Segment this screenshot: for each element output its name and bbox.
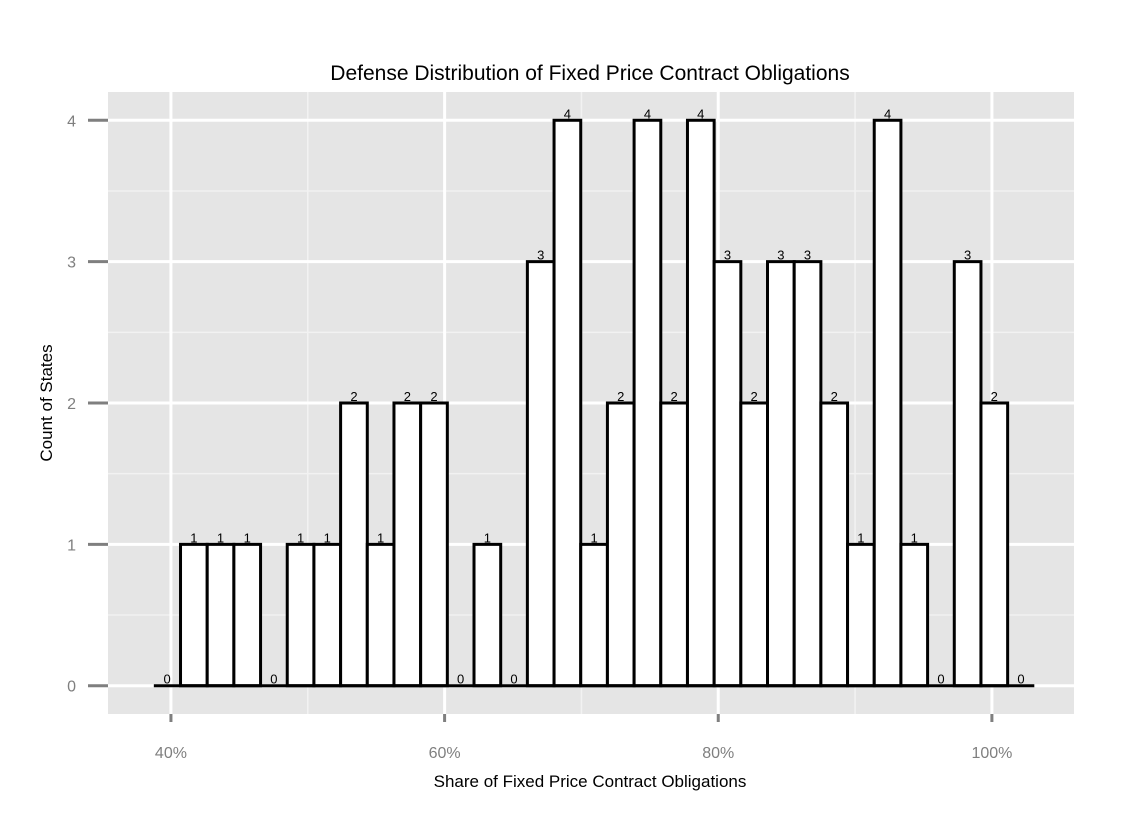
bar-count-label: 1 <box>324 530 331 545</box>
bar-count-label: 4 <box>564 106 571 121</box>
histogram-bar <box>792 260 823 688</box>
bar-count-label: 1 <box>244 530 251 545</box>
bar-count-label: 2 <box>404 389 411 404</box>
bar-count-label: 0 <box>270 672 277 687</box>
histogram-bar <box>899 542 930 688</box>
bar-count-label: 1 <box>857 530 864 545</box>
bar-count-label: 0 <box>510 672 517 687</box>
histogram-bar <box>846 542 876 688</box>
histogram-bar <box>552 118 583 688</box>
y-axis-title: Count of States <box>37 344 56 461</box>
bar-count-label: 0 <box>164 672 171 687</box>
bar-count-label: 2 <box>430 389 437 404</box>
histogram-bar <box>525 260 556 688</box>
histogram-bar <box>712 260 743 688</box>
data-labels: 0 1 1 1 0 1 1 2 1 2 2 0 1 0 3 4 1 2 4 2 4 3 2 3 3 2 1 4 1 0 3 2 0 <box>164 106 1025 686</box>
histogram-bar <box>766 260 796 688</box>
bar-count-label: 4 <box>697 106 704 121</box>
x-tick-label: 80% <box>702 745 734 762</box>
bar-count-label: 3 <box>777 248 784 263</box>
histogram-bar <box>952 260 983 688</box>
bar-count-label: 0 <box>1017 672 1024 687</box>
y-tick-label: 4 <box>67 113 76 130</box>
bar-count-label: 2 <box>751 389 758 404</box>
bars <box>153 118 1035 688</box>
histogram-bar <box>632 118 663 688</box>
bar-count-label: 0 <box>937 672 944 687</box>
bar-count-label: 2 <box>831 389 838 404</box>
bar-count-label: 4 <box>644 106 651 121</box>
histogram-bar <box>392 401 423 688</box>
bar-count-label: 1 <box>484 530 491 545</box>
histogram-bar <box>179 542 209 688</box>
bar-count-label: 1 <box>911 530 918 545</box>
y-tick-label: 3 <box>67 255 76 272</box>
histogram-bar <box>312 542 343 688</box>
bar-count-label: 1 <box>297 530 304 545</box>
y-tick-label: 2 <box>67 396 76 413</box>
histogram-bar <box>605 401 636 688</box>
y-axis: 0 1 2 3 4 <box>67 113 108 696</box>
histogram-bar <box>232 542 263 688</box>
histogram-bar <box>739 401 770 688</box>
histogram-bar <box>872 118 903 688</box>
x-tick-label: 40% <box>155 745 187 762</box>
bar-count-label: 1 <box>590 530 597 545</box>
bar-count-label: 2 <box>991 389 998 404</box>
bar-count-label: 0 <box>457 672 464 687</box>
histogram-bar <box>365 542 396 688</box>
histogram-bar <box>659 401 689 688</box>
bar-count-label: 4 <box>884 106 891 121</box>
bar-count-label: 3 <box>537 248 544 263</box>
y-tick-label: 0 <box>67 679 76 696</box>
histogram-bar <box>205 542 236 688</box>
x-tick-label: 60% <box>429 745 461 762</box>
histogram-bar <box>472 542 503 688</box>
histogram-bar <box>819 401 850 688</box>
bar-count-label: 3 <box>804 248 811 263</box>
x-axis: 40% 60% 80% 100% <box>155 714 1012 762</box>
histogram-bar <box>339 401 369 688</box>
bar-count-label: 2 <box>617 389 624 404</box>
y-tick-label: 1 <box>67 537 76 554</box>
bar-count-label: 1 <box>217 530 224 545</box>
bar-count-label: 1 <box>377 530 384 545</box>
histogram-bar <box>285 542 316 688</box>
histogram-bar <box>979 401 1010 688</box>
bar-count-label: 2 <box>671 389 678 404</box>
histogram-bar <box>579 542 609 688</box>
chart-title: Defense Distribution of Fixed Price Cont… <box>330 62 849 85</box>
histogram-bar <box>685 118 716 688</box>
bar-count-label: 3 <box>964 248 971 263</box>
bar-count-label: 2 <box>350 389 357 404</box>
bar-count-label: 1 <box>190 530 197 545</box>
bar-count-label: 3 <box>724 248 731 263</box>
x-axis-title: Share of Fixed Price Contract Obligation… <box>434 772 747 791</box>
x-tick-label: 100% <box>971 745 1012 762</box>
histogram-bar <box>419 401 449 688</box>
